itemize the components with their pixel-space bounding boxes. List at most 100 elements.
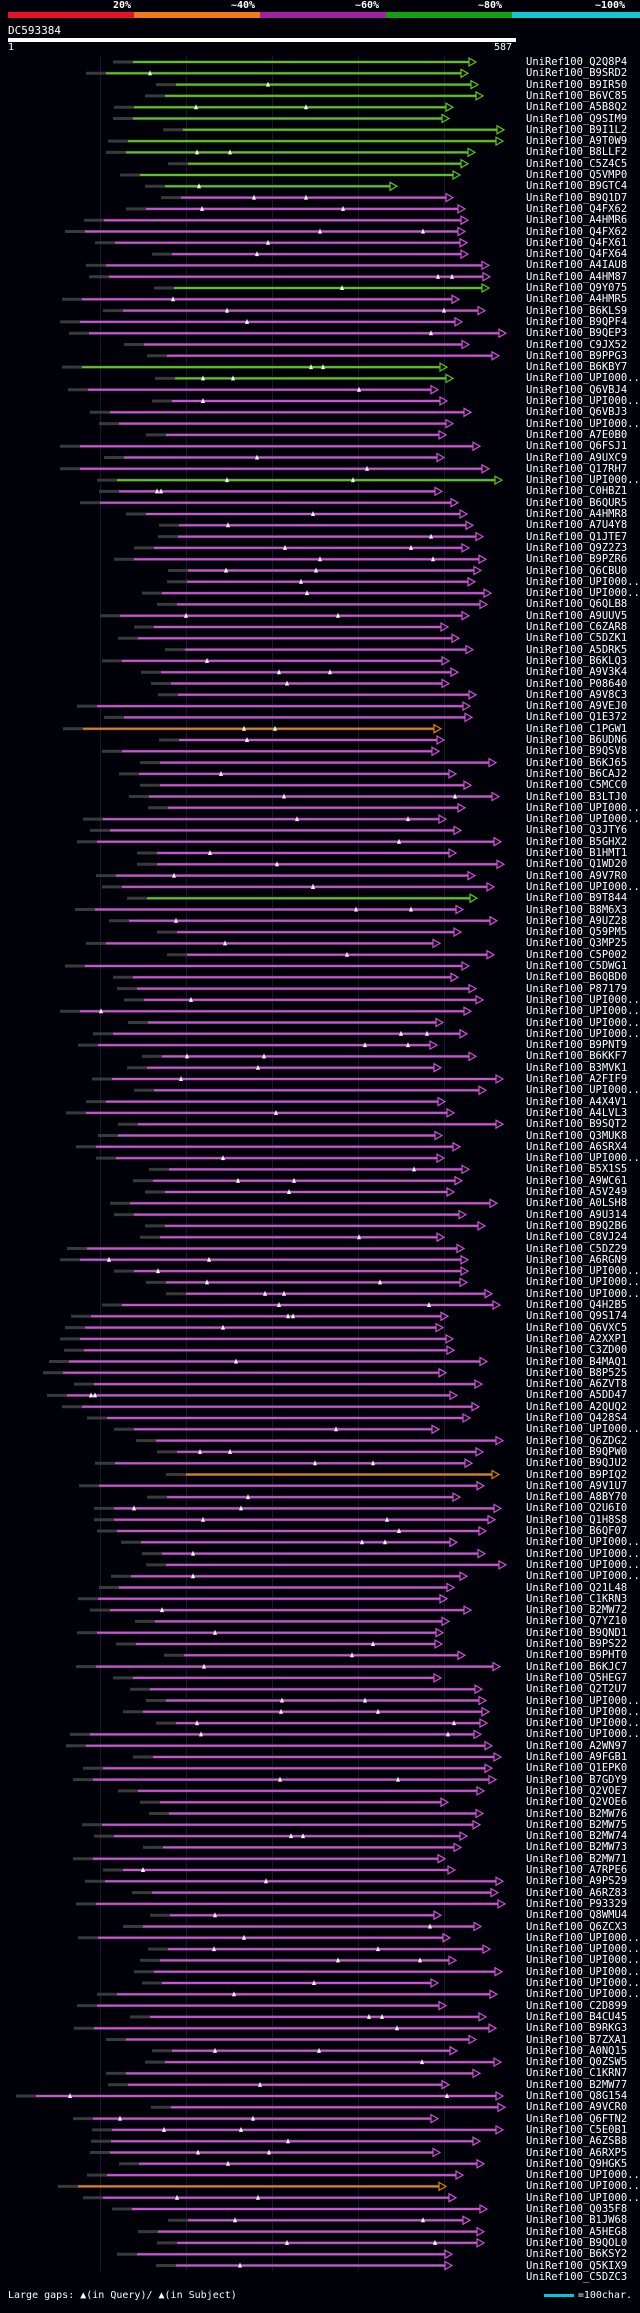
- hit-label-link[interactable]: UniRef100_UPI000...: [526, 1536, 640, 1549]
- hit-label-link[interactable]: UniRef100_UPI000...: [526, 1084, 640, 1097]
- hit-label-link[interactable]: UniRef100_B6KSY2: [526, 2248, 628, 2261]
- hit-label-link[interactable]: UniRef100_UPI000...: [526, 1943, 640, 1956]
- hit-label-link[interactable]: UniRef100_B6QF07: [526, 1525, 628, 1537]
- hit-label-link[interactable]: UniRef100_UPI000...: [526, 395, 640, 407]
- hit-label-link[interactable]: UniRef100_C5DZC3: [526, 2270, 628, 2283]
- hit-label-link[interactable]: UniRef100_B6KBY7: [526, 361, 628, 374]
- hit-label-link[interactable]: UniRef100_UPI000...: [526, 1954, 640, 1967]
- hit-label-link[interactable]: UniRef100_A6ZVT8: [526, 1378, 628, 1391]
- hit-label-link[interactable]: UniRef100_C3ZD00: [526, 1344, 628, 1357]
- hit-label-link[interactable]: UniRef100_Q3MUK8: [526, 1129, 628, 1142]
- hit-label-link[interactable]: UniRef100_B7ZXA1: [526, 2033, 628, 2046]
- hit-label-link[interactable]: UniRef100_C5DZK1: [526, 632, 628, 645]
- hit-label-link[interactable]: UniRef100_B2MW72: [526, 1604, 628, 1617]
- hit-label-link[interactable]: UniRef100_P87179: [526, 982, 628, 995]
- hit-label-link[interactable]: UniRef100_Q4FX62: [526, 202, 628, 215]
- hit-label-link[interactable]: UniRef100_B9QPF4: [526, 315, 628, 328]
- hit-label-link[interactable]: UniRef100_Q5VMP0: [526, 169, 628, 181]
- hit-label-link[interactable]: UniRef100_B4MAQ1: [526, 1355, 628, 1368]
- hit-label-link[interactable]: UniRef100_UPI000...: [526, 1547, 640, 1560]
- hit-label-link[interactable]: UniRef100_C0HBZ1: [526, 485, 628, 498]
- hit-label-link[interactable]: UniRef100_B9PPG3: [526, 349, 628, 362]
- hit-label-link[interactable]: UniRef100_A6RZ83: [526, 1886, 628, 1899]
- hit-label-link[interactable]: UniRef100_A2FIF9: [526, 1073, 628, 1085]
- hit-label-link[interactable]: UniRef100_B7GDY9: [526, 1773, 628, 1786]
- hit-label-link[interactable]: UniRef100_UPI000...: [526, 1694, 640, 1707]
- hit-label-link[interactable]: UniRef100_C5MCC0: [526, 779, 628, 792]
- hit-label-link[interactable]: UniRef100_Q1JTE7: [526, 530, 628, 543]
- hit-label-link[interactable]: UniRef100_A2QUQ2: [526, 1400, 628, 1413]
- hit-label-link[interactable]: UniRef100_UPI000...: [526, 1988, 640, 2001]
- hit-label-link[interactable]: UniRef100_A5V249: [526, 1186, 628, 1198]
- hit-label-link[interactable]: UniRef100_B1JW68: [526, 2214, 628, 2227]
- hit-label-link[interactable]: UniRef100_A7U4Y8: [526, 519, 628, 532]
- hit-label-link[interactable]: UniRef100_B4CU45: [526, 2010, 628, 2023]
- hit-label-link[interactable]: UniRef100_B9Q2B6: [526, 1219, 628, 1232]
- hit-label-link[interactable]: UniRef100_Q035F8: [526, 2203, 628, 2215]
- hit-label-link[interactable]: UniRef100_Q2VOE6: [526, 1796, 628, 1809]
- hit-label-link[interactable]: UniRef100_UPI000...: [526, 1287, 640, 1300]
- hit-label-link[interactable]: UniRef100_UPI000...: [526, 1570, 640, 1583]
- hit-label-link[interactable]: UniRef100_B1HMT1: [526, 847, 628, 859]
- hit-label-link[interactable]: UniRef100_Q9Y075: [526, 282, 628, 294]
- hit-label-link[interactable]: UniRef100_C5Z4C5: [526, 157, 628, 170]
- hit-label-link[interactable]: UniRef100_UPI000...: [526, 1276, 640, 1289]
- hit-label-link[interactable]: UniRef100_UPI000...: [526, 1965, 640, 1978]
- hit-label-link[interactable]: UniRef100_Q6QLB8: [526, 598, 628, 611]
- hit-label-link[interactable]: UniRef100_Q9HGK5: [526, 2157, 628, 2170]
- hit-label-link[interactable]: UniRef100_B2MW71: [526, 1852, 628, 1865]
- hit-label-link[interactable]: UniRef100_Q8WMU4: [526, 1909, 628, 1922]
- hit-label-link[interactable]: UniRef100_Q21L48: [526, 1581, 628, 1594]
- hit-label-link[interactable]: UniRef100_C2D899: [526, 1999, 628, 2012]
- hit-label-link[interactable]: UniRef100_A9V8C3: [526, 688, 628, 701]
- hit-label-link[interactable]: UniRef100_A5B8Q2: [526, 101, 628, 114]
- hit-label-link[interactable]: UniRef100_B9QOL0: [526, 2236, 628, 2249]
- hit-label-link[interactable]: UniRef100_A4HM87: [526, 270, 628, 283]
- hit-label-link[interactable]: UniRef100_Q4FX64: [526, 248, 628, 261]
- hit-label-link[interactable]: UniRef100_A9PS29: [526, 1875, 628, 1888]
- hit-label-link[interactable]: UniRef100_A4HMR8: [526, 508, 628, 520]
- hit-label-link[interactable]: UniRef100_Q6VXC5: [526, 1321, 628, 1334]
- hit-label-link[interactable]: UniRef100_Q2U6I0: [526, 1502, 628, 1515]
- hit-label-link[interactable]: UniRef100_B2MW75: [526, 1818, 628, 1831]
- hit-label-link[interactable]: UniRef100_Q3JTY6: [526, 824, 628, 837]
- hit-label-link[interactable]: UniRef100_C5DWG1: [526, 960, 628, 972]
- hit-label-link[interactable]: UniRef100_Q0ZSW5: [526, 2056, 628, 2069]
- hit-label-link[interactable]: UniRef100_Q7YZ10: [526, 1615, 628, 1628]
- hit-label-link[interactable]: UniRef100_B9RKG3: [526, 2022, 628, 2035]
- hit-label-link[interactable]: UniRef100_UPI000...: [526, 1005, 640, 1018]
- hit-label-link[interactable]: UniRef100_A9T0W9: [526, 135, 628, 148]
- hit-label-link[interactable]: UniRef100_A4IAU8: [526, 259, 628, 272]
- hit-label-link[interactable]: UniRef100_A4LVL3: [526, 1106, 628, 1119]
- hit-label-link[interactable]: UniRef100_UPI000...: [526, 417, 640, 430]
- hit-label-link[interactable]: UniRef100_C8VJ24: [526, 1231, 628, 1244]
- hit-label-link[interactable]: UniRef100_A5DD47: [526, 1389, 628, 1402]
- hit-label-link[interactable]: UniRef100_Q8G154: [526, 2090, 628, 2102]
- hit-label-link[interactable]: UniRef100_A2XXP1: [526, 1332, 628, 1345]
- hit-label-link[interactable]: UniRef100_B9PHT0: [526, 1649, 628, 1662]
- hit-label-link[interactable]: UniRef100_UPI000...: [526, 1977, 640, 1989]
- hit-label-link[interactable]: UniRef100_B8M6X3: [526, 903, 628, 916]
- hit-label-link[interactable]: UniRef100_Q428S4: [526, 1412, 628, 1424]
- hit-label-link[interactable]: UniRef100_UPI000...: [526, 587, 640, 600]
- hit-label-link[interactable]: UniRef100_UPI000...: [526, 474, 640, 487]
- hit-label-link[interactable]: UniRef100_C5P002: [526, 948, 628, 961]
- hit-label-link[interactable]: UniRef100_UPI000...: [526, 372, 640, 385]
- hit-label-link[interactable]: UniRef100_B9T844: [526, 892, 628, 905]
- hit-label-link[interactable]: UniRef100_Q1E372: [526, 711, 628, 724]
- hit-label-link[interactable]: UniRef100_A7E0B0: [526, 428, 628, 441]
- hit-label-link[interactable]: UniRef100_B9SRD2: [526, 67, 628, 80]
- hit-label-link[interactable]: UniRef100_Q1H8S8: [526, 1513, 628, 1526]
- hit-label-link[interactable]: UniRef100_C9JX52: [526, 338, 628, 351]
- hit-label-link[interactable]: UniRef100_Q59PM5: [526, 926, 628, 939]
- hit-label-link[interactable]: UniRef100_UPI000...: [526, 1931, 640, 1944]
- hit-label-link[interactable]: UniRef100_C5E0B1: [526, 2123, 628, 2136]
- hit-label-link[interactable]: UniRef100_Q2T2U7: [526, 1683, 628, 1696]
- hit-label-link[interactable]: UniRef100_UPI000...: [526, 813, 640, 826]
- hit-label-link[interactable]: UniRef100_B6QBD0: [526, 971, 628, 984]
- hit-label-link[interactable]: UniRef100_Q2Q8P4: [526, 56, 628, 68]
- hit-label-link[interactable]: UniRef100_B3LTJ0: [526, 790, 628, 803]
- hit-label-link[interactable]: UniRef100_B9PIQ2: [526, 1468, 628, 1481]
- hit-label-link[interactable]: UniRef100_UPI000...: [526, 1265, 640, 1278]
- hit-label-link[interactable]: UniRef100_A0LSH8: [526, 1197, 628, 1210]
